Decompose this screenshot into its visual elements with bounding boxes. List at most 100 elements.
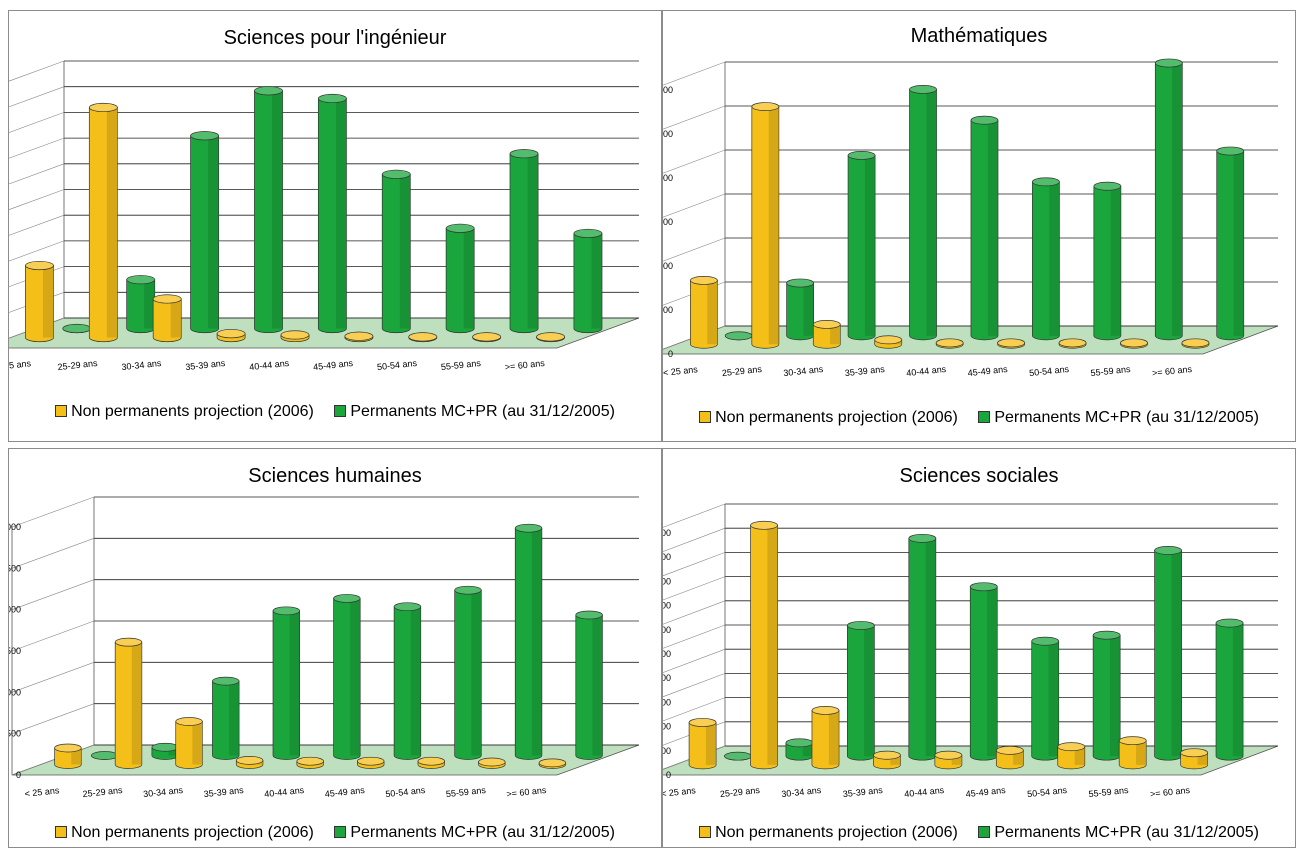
bar-non-permanent-top [811, 705, 840, 715]
bar-non-permanent [280, 330, 310, 343]
bar-permanent-top [575, 610, 603, 620]
bar-non-permanent-shade [71, 747, 82, 765]
side-gridline [663, 624, 726, 649]
x-tick-label: 40-44 ans [904, 785, 945, 799]
bar-non-permanent-top [1118, 736, 1147, 746]
x-tick-label: < 25 ans [24, 785, 60, 799]
legend-item-non-permanent: Non permanents projection (2006) [55, 403, 314, 421]
bar-permanent-shade [1110, 635, 1121, 757]
bar-permanent [724, 331, 753, 341]
side-gridline [663, 527, 726, 552]
x-tick-label: 40-44 ans [906, 364, 947, 378]
side-gridline [9, 137, 65, 159]
bar-non-permanent-top [997, 338, 1025, 348]
bar-permanent-shade [144, 279, 155, 329]
legend-swatch-permanent [978, 410, 991, 423]
bar-permanent [847, 621, 875, 761]
bar-permanent [970, 115, 999, 341]
x-tick-label: 25-29 ans [82, 785, 123, 799]
bar-permanent [381, 169, 411, 334]
bar-permanent-top [573, 228, 603, 238]
legend-item-non-permanent: Non permanents projection (2006) [699, 824, 958, 842]
chart-title: Mathématiques [910, 25, 1048, 47]
side-gridline [9, 214, 65, 236]
bar-permanent-top [272, 606, 300, 616]
x-tick-label: 55-59 ans [1088, 785, 1129, 799]
bar-permanent-shade [168, 747, 179, 756]
bar-permanent-shade [399, 174, 411, 329]
side-gridline [663, 600, 726, 625]
bar-permanent [212, 676, 240, 760]
side-gridline [663, 149, 726, 174]
bar-permanent [1215, 618, 1244, 761]
chart-plot: 0200400600800100012001400160018002000< 2… [663, 503, 1279, 799]
x-tick-label: 50-54 ans [377, 358, 418, 372]
legend-item-permanent: Permanents MC+PR (au 31/12/2005) [978, 824, 1259, 842]
side-gridline [663, 576, 726, 601]
x-tick-label: 40-44 ans [264, 785, 305, 799]
bar-non-permanent-top [750, 520, 778, 530]
bar-permanent-top [908, 533, 937, 543]
legend-label-non-permanent: Non permanents projection (2006) [715, 409, 958, 426]
bar-non-permanent [88, 102, 118, 343]
bar-non-permanent-top [114, 637, 143, 647]
bar-non-permanent [1180, 748, 1209, 770]
x-tick-label: 45-49 ans [324, 785, 365, 799]
bar-permanent [724, 751, 752, 761]
x-tick-label: >= 60 ans [1152, 364, 1193, 378]
bar-permanent [90, 751, 119, 760]
bar-permanent-top [381, 169, 411, 179]
bar-permanent [1154, 546, 1182, 761]
bar-non-permanent-shade [170, 298, 182, 338]
chart-gridlines [663, 61, 1278, 350]
legend-label-non-permanent: Non permanents projection (2006) [715, 824, 958, 841]
bar-non-permanent [1058, 338, 1087, 349]
legend-label-permanent: Permanents MC+PR (au 31/12/2005) [350, 403, 615, 420]
bar-permanent [785, 738, 814, 761]
bar-permanent-shade [987, 120, 998, 336]
bar-permanent-shade [410, 606, 421, 756]
bar-permanent-top [969, 582, 998, 592]
y-tick-label: 0 [666, 770, 671, 780]
x-tick-label: 35-39 ans [844, 364, 885, 378]
bar-non-permanent-top [690, 275, 718, 285]
bar-non-permanent [54, 743, 82, 769]
bar-non-permanent [1057, 742, 1086, 770]
x-tick-label: 25-29 ans [57, 358, 98, 372]
bar-non-permanent-shade [830, 324, 841, 345]
bar-non-permanent-top [417, 756, 445, 766]
chart-legend: Non permanents projection (2006) Permane… [9, 403, 661, 421]
bar-permanent-shade [925, 538, 936, 757]
side-gridline [9, 163, 65, 185]
bar-permanent-top [1092, 630, 1121, 640]
chart-panel-sciences-humaines: Sciences humaines 0 500 1000 1500 2000 2500 30… [8, 448, 662, 848]
chart-plot: 0 500 1000 1500 2000 2500 3000 < 25 ans 25-29 an… [9, 496, 640, 799]
y-axis-ticks: 0 200 400 600 800 1000 1200 1400 1600 1800 2000 [663, 528, 671, 780]
bar-permanent-top [909, 84, 937, 94]
x-tick-label: 55-59 ans [445, 785, 486, 799]
bar-non-permanent-shade [192, 721, 203, 765]
bar-permanent [909, 84, 937, 341]
bar-permanent-top [724, 331, 753, 341]
x-tick-label: 30-34 ans [781, 785, 822, 799]
chart-plot: 0200400600800100012001400160018002000< 2… [9, 60, 640, 372]
bar-permanent-shade [802, 742, 813, 757]
bar-permanent-shade [229, 681, 240, 756]
y-tick-label: 500 [9, 729, 21, 739]
bar-non-permanent [690, 275, 718, 349]
y-tick-label: 2000 [9, 605, 21, 615]
bar-non-permanent-top [688, 718, 717, 727]
chart-title: Sciences humaines [248, 465, 422, 487]
bar-non-permanent-top [874, 335, 903, 345]
bar-permanent [272, 606, 300, 760]
x-tick-label: 25-29 ans [719, 785, 760, 799]
y-tick-label: 2000 [663, 528, 671, 538]
bar-permanent [1154, 58, 1183, 341]
bar-permanent [847, 150, 876, 341]
legend-swatch-non-permanent [55, 825, 68, 838]
bar-non-permanent [478, 757, 506, 769]
bar-non-permanent [114, 637, 143, 769]
legend-item-non-permanent: Non permanents projection (2006) [55, 824, 314, 842]
bar-non-permanent-shade [1136, 740, 1147, 765]
side-gridline [9, 60, 65, 82]
